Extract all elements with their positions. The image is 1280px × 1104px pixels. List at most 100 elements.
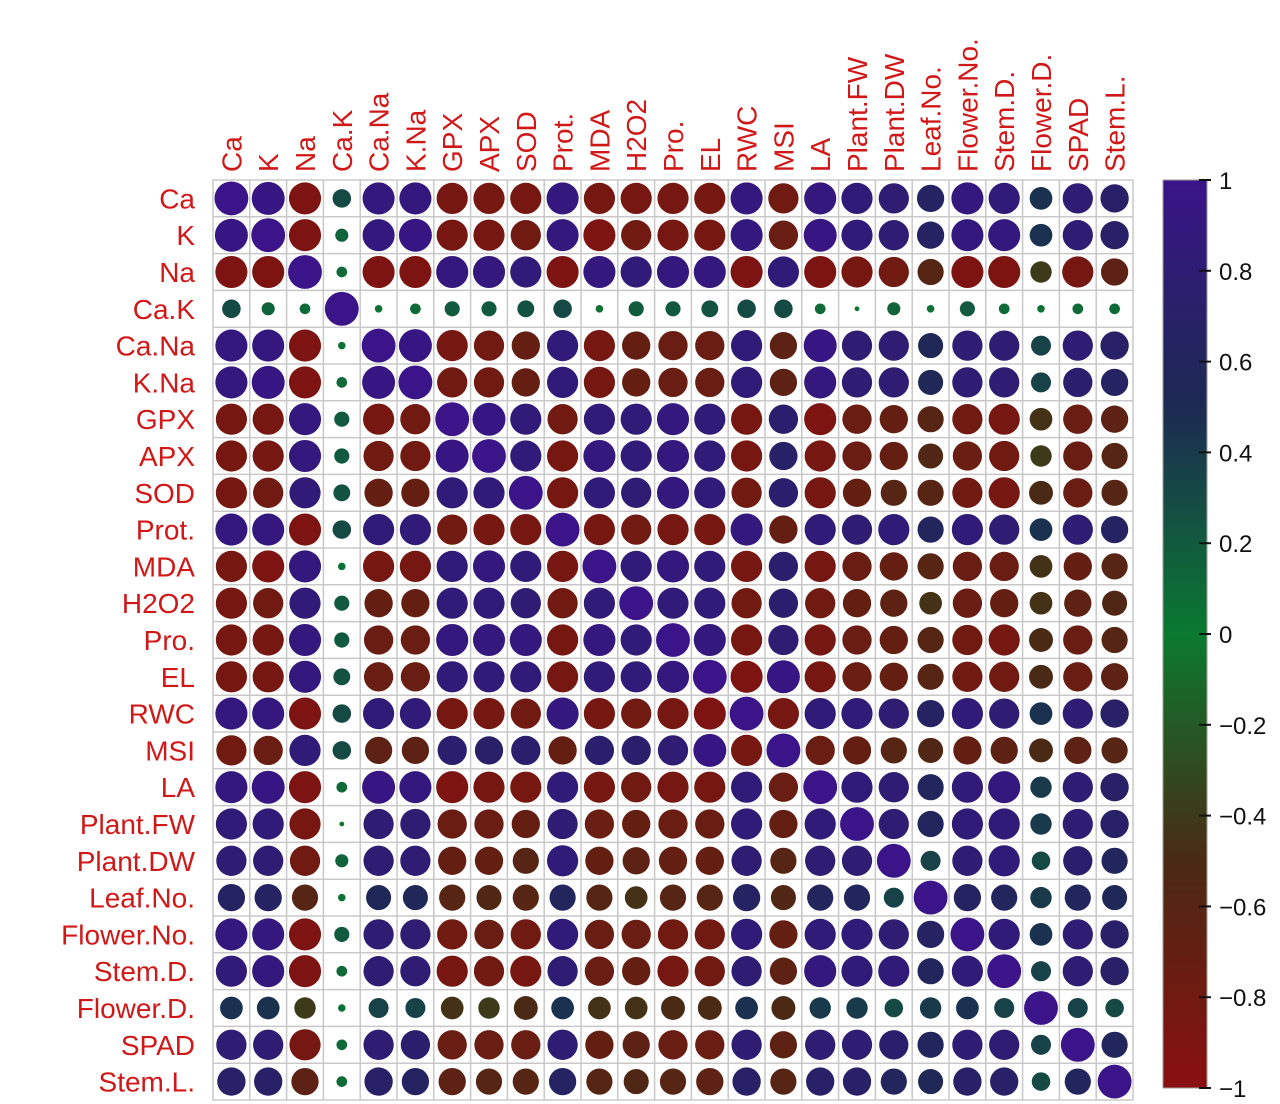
correlation-circle-Plant.DW-Plant.FW bbox=[841, 845, 873, 876]
correlation-circle-Ca.Na-MDA bbox=[583, 329, 616, 362]
correlation-circle-Stem.D.-Ca bbox=[215, 955, 248, 987]
correlation-circle-Ca.Na-Leaf.No. bbox=[918, 333, 944, 359]
correlation-circle-Stem.L.-K.Na bbox=[401, 1067, 430, 1096]
correlation-circle-Stem.D.-MSI bbox=[769, 957, 798, 985]
correlation-circle-Leaf.No.-H2O2 bbox=[624, 886, 648, 909]
correlation-circle-Ca-K bbox=[251, 181, 285, 215]
correlation-circle-Flower.No.-H2O2 bbox=[621, 919, 651, 950]
correlation-circle-SOD-K bbox=[253, 477, 284, 508]
correlation-circle-Plant.DW-Plant.DW bbox=[876, 843, 911, 878]
colorbar-tick-label: −0.6 bbox=[1219, 894, 1266, 921]
correlation-circle-Plant.DW-Prot. bbox=[546, 845, 579, 877]
correlation-circle-Ca-H2O2 bbox=[620, 182, 652, 215]
correlation-circle-EL-Flower.No. bbox=[952, 661, 983, 692]
correlation-circle-Leaf.No.-Ca.Na bbox=[366, 885, 392, 911]
correlation-circle-SPAD-Ca.K bbox=[336, 1039, 348, 1051]
correlation-circle-Leaf.No.-Na bbox=[291, 884, 319, 911]
correlation-circle-APX-EL bbox=[694, 440, 726, 472]
correlation-circle-MSI-Ca.Na bbox=[364, 736, 393, 765]
correlation-circle-Leaf.No.-K.Na bbox=[402, 885, 428, 911]
correlation-circle-Na-Ca bbox=[215, 255, 248, 289]
row-label: Flower.No. bbox=[61, 919, 195, 950]
correlation-circle-Plant.FW-Plant.FW bbox=[840, 807, 874, 841]
correlation-circle-SOD-K.Na bbox=[401, 478, 430, 507]
correlation-circle-H2O2-Stem.L. bbox=[1102, 590, 1128, 616]
correlation-circle-Stem.L.-Plant.FW bbox=[842, 1067, 872, 1096]
correlation-circle-MDA-Pro. bbox=[656, 550, 690, 583]
correlation-circle-RWC-K.Na bbox=[399, 697, 432, 730]
correlation-circle-Stem.L.-Flower.No. bbox=[953, 1067, 982, 1096]
correlation-circle-Plant.DW-Pro. bbox=[658, 846, 688, 875]
correlation-circle-EL-Flower.D. bbox=[1029, 664, 1053, 689]
correlation-circle-MDA-Na bbox=[288, 550, 322, 583]
correlation-circle-Ca.Na-H2O2 bbox=[622, 331, 651, 360]
correlation-circle-Pro.-GPX bbox=[436, 623, 469, 657]
correlation-circle-MDA-Flower.D. bbox=[1029, 555, 1053, 578]
correlation-circle-Prot.-EL bbox=[694, 513, 726, 546]
correlation-circle-Stem.L.-EL bbox=[696, 1067, 724, 1096]
correlation-circle-Na-K.Na bbox=[399, 255, 432, 289]
correlation-circle-K.Na-RWC bbox=[730, 366, 763, 399]
correlation-circle-MDA-Plant.DW bbox=[879, 552, 908, 581]
correlation-circle-Na-K bbox=[252, 255, 285, 289]
correlation-circle-MSI-APX bbox=[474, 736, 504, 765]
correlation-circle-APX-MDA bbox=[583, 439, 616, 473]
correlation-circle-MSI-EL bbox=[693, 733, 727, 767]
correlation-circle-EL-RWC bbox=[730, 660, 763, 693]
correlation-circle-Prot.-SOD bbox=[510, 513, 542, 546]
correlation-circle-Pro.-MSI bbox=[768, 624, 799, 656]
correlation-circle-Flower.No.-Prot. bbox=[546, 918, 579, 951]
correlation-circle-Prot.-Na bbox=[288, 513, 322, 546]
correlation-circle-EL-Ca.K bbox=[333, 668, 351, 686]
correlation-circle-Ca-SPAD bbox=[1062, 183, 1093, 214]
correlation-circle-MSI-Ca bbox=[216, 735, 247, 766]
correlation-circle-Plant.DW-MSI bbox=[770, 847, 797, 874]
correlation-circle-K.Na-Leaf.No. bbox=[918, 369, 944, 395]
correlation-circle-Flower.D.-Flower.No. bbox=[956, 996, 979, 1020]
correlation-circle-H2O2-Flower.D. bbox=[1029, 591, 1053, 615]
correlation-circle-Leaf.No.-EL bbox=[696, 884, 723, 911]
correlation-circle-SOD-RWC bbox=[731, 477, 762, 508]
correlation-circle-K.Na-Plant.FW bbox=[841, 367, 873, 398]
correlation-circle-Na-Plant.DW bbox=[878, 256, 909, 288]
correlation-circle-SPAD-GPX bbox=[437, 1030, 467, 1060]
correlation-circle-SPAD-MSI bbox=[769, 1031, 798, 1059]
correlation-circle-MSI-K.Na bbox=[401, 736, 430, 765]
correlation-circle-Ca.K-Stem.D. bbox=[998, 303, 1010, 315]
correlation-circle-Plant.FW-Stem.D. bbox=[988, 808, 1020, 840]
correlation-circle-Ca.Na-Plant.DW bbox=[878, 330, 909, 361]
correlation-circle-GPX-K.Na bbox=[400, 404, 431, 435]
correlation-circle-LA-APX bbox=[473, 771, 505, 803]
correlation-circle-RWC-H2O2 bbox=[621, 698, 652, 729]
correlation-circle-Pro.-Stem.D. bbox=[988, 624, 1020, 656]
correlation-circle-Ca.Na-LA bbox=[803, 329, 837, 363]
correlation-circle-Stem.D.-Pro. bbox=[657, 955, 689, 987]
correlation-circle-H2O2-SOD bbox=[510, 588, 541, 619]
correlation-circle-K.Na-MDA bbox=[583, 366, 616, 399]
correlation-circle-APX-LA bbox=[804, 440, 836, 472]
correlation-circle-LA-MDA bbox=[583, 771, 616, 803]
correlation-circle-Ca.K-SOD bbox=[517, 300, 535, 318]
correlation-circle-Ca.Na-SPAD bbox=[1062, 330, 1093, 361]
column-label: Plant.DW bbox=[879, 53, 910, 172]
correlation-circle-Flower.No.-Stem.L. bbox=[1100, 920, 1129, 949]
correlation-circle-Prot.-GPX bbox=[437, 514, 468, 545]
correlation-circle-Flower.No.-K bbox=[252, 918, 285, 951]
correlation-circle-Stem.L.-Prot. bbox=[548, 1067, 577, 1096]
correlation-circle-Plant.DW-K.Na bbox=[400, 845, 431, 876]
correlation-circle-Flower.D.-GPX bbox=[440, 996, 464, 1020]
correlation-circle-Flower.No.-SOD bbox=[510, 919, 541, 950]
row-label: APX bbox=[139, 441, 195, 472]
correlation-circle-Plant.FW-H2O2 bbox=[622, 809, 651, 839]
correlation-circle-MSI-Flower.D. bbox=[1029, 738, 1053, 763]
correlation-circle-SPAD-Stem.D. bbox=[989, 1029, 1020, 1060]
correlation-circle-SOD-Stem.D. bbox=[988, 477, 1020, 509]
correlation-circle-Prot.-Flower.No. bbox=[951, 513, 984, 546]
correlation-circle-Na-SOD bbox=[510, 256, 542, 288]
correlation-circle-Plant.DW-MDA bbox=[585, 846, 614, 875]
correlation-circle-MDA-SPAD bbox=[1063, 552, 1092, 581]
correlation-circle-SOD-Pro. bbox=[656, 476, 690, 509]
correlation-circle-H2O2-Pro. bbox=[657, 587, 689, 619]
correlation-circle-Ca.Na-APX bbox=[473, 330, 505, 361]
correlation-circle-K.Na-Stem.L. bbox=[1100, 368, 1129, 397]
